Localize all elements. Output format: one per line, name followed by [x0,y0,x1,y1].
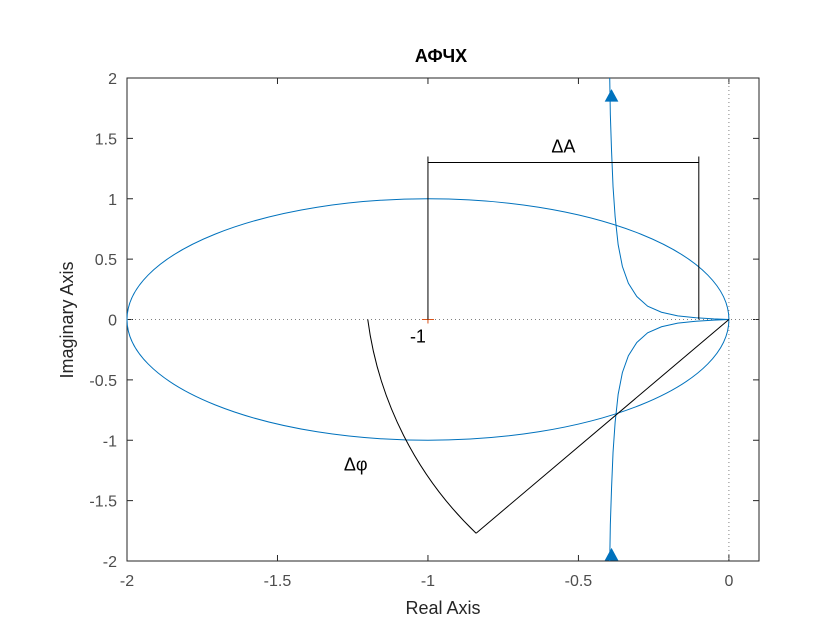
x-tick-label: -0.5 [565,573,593,590]
y-tick-label: 2 [108,71,117,88]
y-axis-label: Imaginary Axis [57,261,77,378]
x-tick-label: -2 [120,573,134,590]
nyquist-branch-lower [609,319,729,562]
delta-phi-ray [475,319,730,534]
x-tick-label: -1.5 [264,573,292,590]
annotation-layer: -1 ΔA Δφ [344,137,730,534]
delta-a-label: ΔA [551,137,575,157]
y-axis-tick-labels: -2 -1.5 -1 -0.5 0 0.5 1 1.5 2 [89,71,117,571]
delta-phi-label: Δφ [344,454,368,474]
x-tick-label: -1 [421,573,435,590]
y-tick-label: -0.5 [89,373,117,390]
y-tick-label: -2 [103,554,117,571]
y-tick-label: 1 [108,192,117,209]
x-axis-tick-labels: -2 -1.5 -1 -0.5 0 [120,573,734,590]
y-tick-label: 0 [108,313,117,330]
y-tick-label: 0.5 [95,252,117,269]
direction-arrow [604,89,619,102]
chart-title: АФЧХ [415,46,467,66]
reference-lines [127,78,759,561]
y-tick-label: -1 [103,433,117,450]
delta-phi-arc [367,319,477,534]
x-tick-label: 0 [724,573,733,590]
direction-arrow [604,547,619,561]
x-axis-label: Real Axis [405,598,480,618]
critical-point-label: -1 [410,327,426,347]
y-axis-ticks [127,77,759,562]
y-tick-label: 1.5 [95,131,117,148]
y-tick-label: -1.5 [89,494,117,511]
